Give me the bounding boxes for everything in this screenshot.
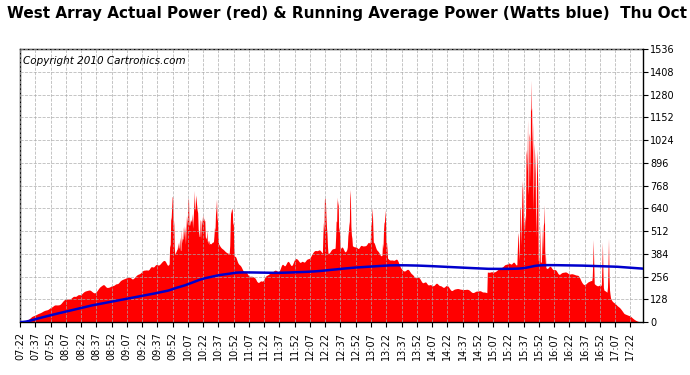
Text: West Array Actual Power (red) & Running Average Power (Watts blue)  Thu Oct 14 1: West Array Actual Power (red) & Running … <box>7 6 690 21</box>
Text: Copyright 2010 Cartronics.com: Copyright 2010 Cartronics.com <box>23 56 186 66</box>
